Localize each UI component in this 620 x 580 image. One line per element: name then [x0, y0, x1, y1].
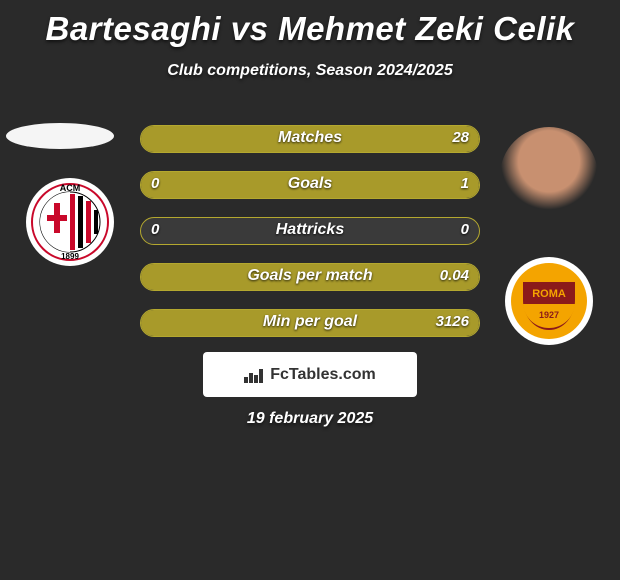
brand-badge: FcTables.com	[203, 352, 417, 397]
stat-row: Goals per match0.04	[140, 263, 480, 291]
stat-value-left: 0	[151, 221, 159, 238]
stat-fill-right	[141, 310, 479, 336]
stat-row: Matches28	[140, 125, 480, 153]
acmilan-badge-icon: ACM 1899	[31, 183, 109, 261]
player-right-avatar	[500, 127, 598, 225]
stat-row: Min per goal3126	[140, 309, 480, 337]
stat-fill-right	[141, 172, 479, 198]
date-text: 19 february 2025	[0, 410, 620, 428]
stat-row: 0Hattricks0	[140, 217, 480, 245]
svg-text:ACM: ACM	[60, 183, 81, 193]
face-icon	[500, 127, 598, 225]
asroma-badge-icon: ROMA 1927	[510, 262, 588, 340]
club-badge-right: ROMA 1927	[505, 257, 593, 345]
svg-text:1899: 1899	[61, 252, 79, 261]
stat-value-right: 0	[461, 221, 469, 238]
page-subtitle: Club competitions, Season 2024/2025	[0, 62, 620, 80]
club-badge-left: ACM 1899	[26, 178, 114, 266]
page-title: Bartesaghi vs Mehmet Zeki Celik	[0, 0, 620, 48]
player-left-avatar	[6, 123, 114, 149]
svg-text:ROMA: ROMA	[532, 288, 566, 300]
svg-text:1927: 1927	[539, 310, 559, 320]
stats-comparison: Matches28 0Goals1 0Hattricks0 Goals per mat…	[140, 125, 480, 355]
bar-chart-icon	[244, 367, 264, 383]
stat-fill-right	[141, 126, 479, 152]
stat-label: Hattricks	[141, 221, 479, 239]
brand-text: FcTables.com	[270, 366, 376, 384]
stat-row: 0Goals1	[140, 171, 480, 199]
stat-fill-right	[141, 264, 479, 290]
